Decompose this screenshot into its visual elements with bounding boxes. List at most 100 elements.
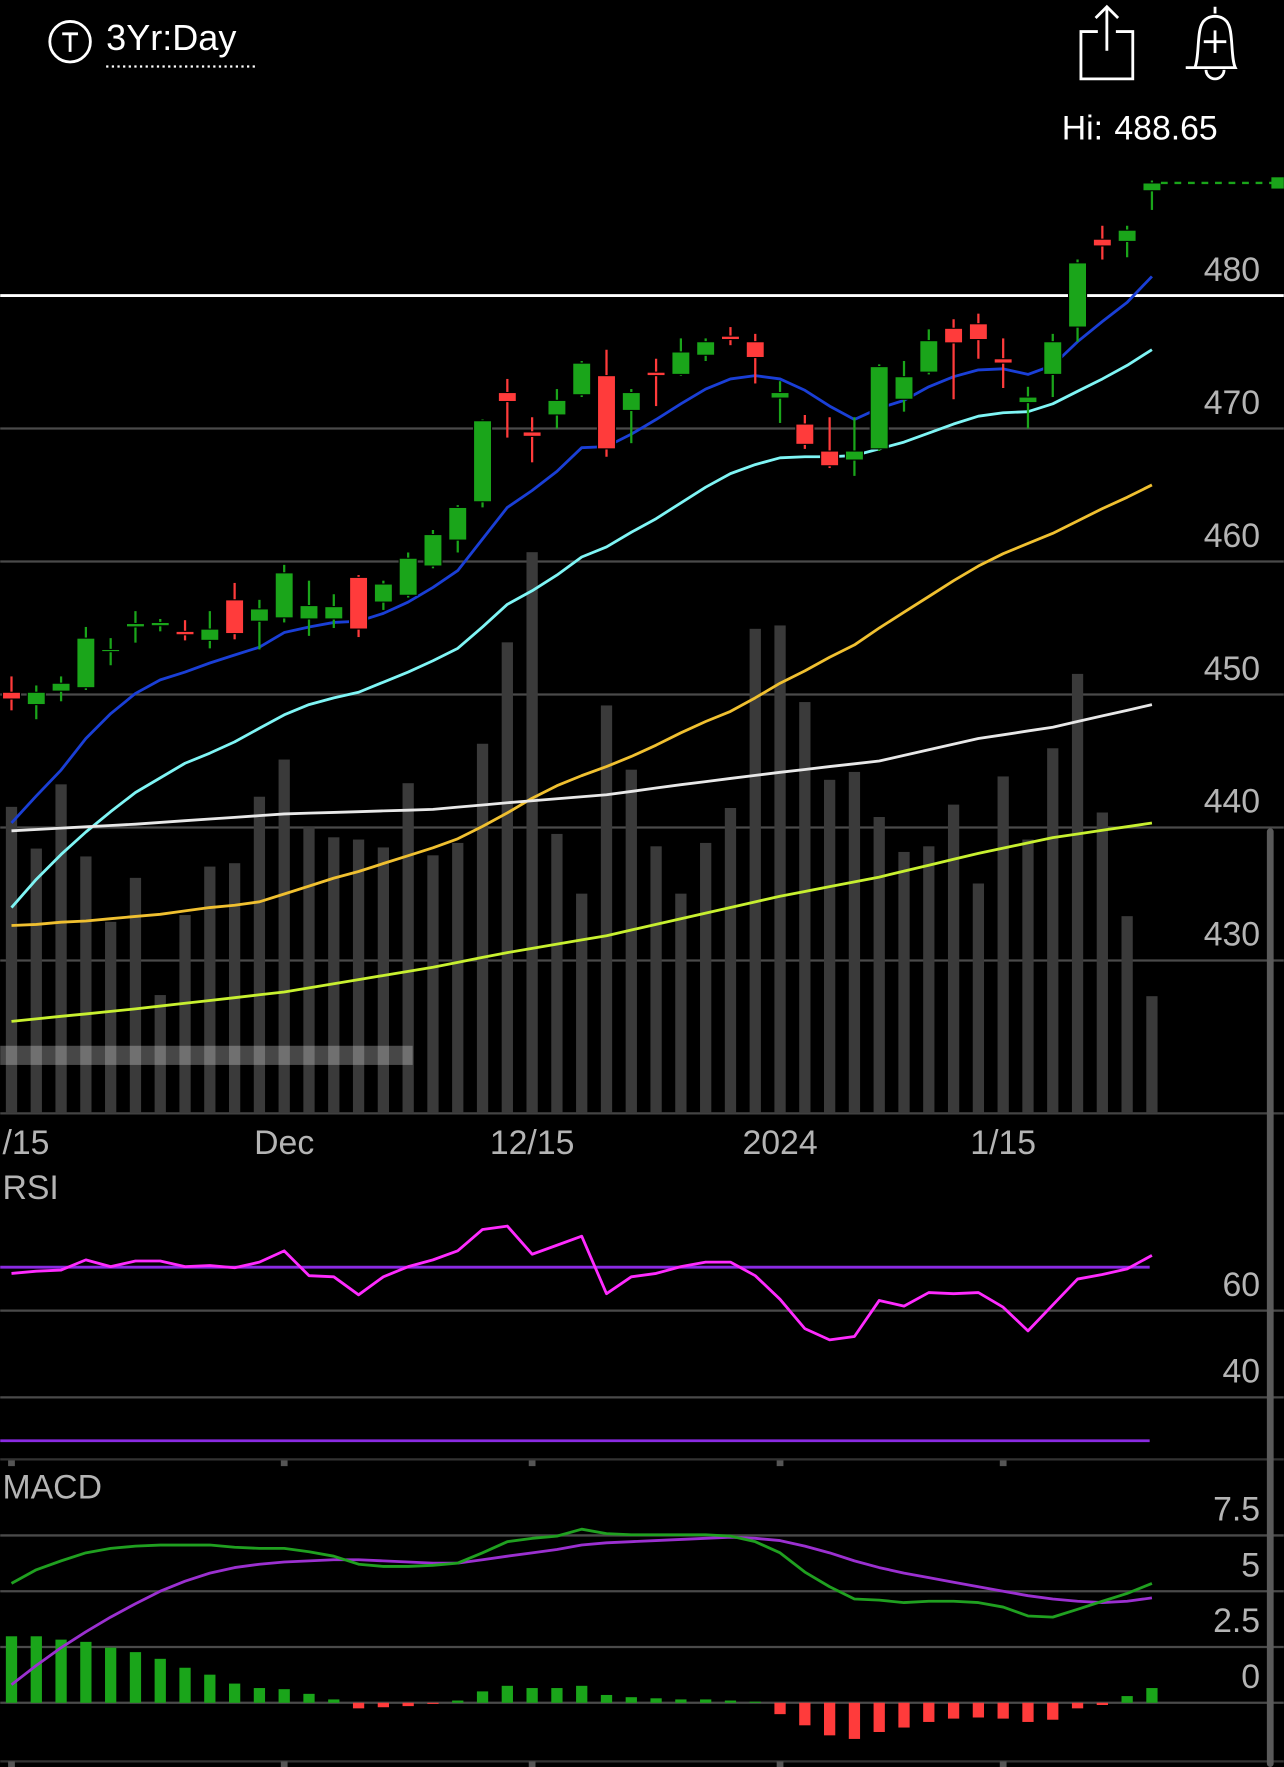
histogram-bar [105,1647,117,1703]
date-tick [8,1761,15,1767]
candle-body [299,604,319,620]
volume-bar [352,839,365,1114]
volume-bar [724,807,737,1114]
histogram-bar [402,1702,414,1707]
bell-plus [1203,30,1227,53]
date-tick [776,1460,784,1467]
volume-bar [402,783,414,1114]
volume-bar [5,806,18,1114]
histogram-bar [204,1674,216,1703]
y-tick-label: 470 [1204,384,1260,422]
candle-body [373,583,393,603]
volume-bar [1146,996,1158,1114]
candle-body [200,628,220,641]
y-tick-label: 2.5 [1213,1602,1260,1640]
histogram-bar [452,1700,464,1703]
volume-bar [204,866,216,1114]
x-tick-label: 12/15 [490,1124,575,1162]
volume-bar [1047,748,1059,1114]
share-button[interactable] [1079,4,1135,81]
symbol-button[interactable] [48,20,92,64]
histogram-bar [129,1652,142,1703]
volume-bar [1071,673,1084,1114]
high-label: Hi: 488.65 [1062,110,1218,148]
volume-bar [30,848,42,1114]
candle-body [1018,396,1038,404]
date-tick [280,1460,288,1467]
histogram-bar [551,1688,563,1703]
candle-body [1067,262,1088,328]
histogram-bar [898,1702,910,1728]
volume-bar [80,856,92,1114]
panel-title: MACD [2,1469,102,1507]
histogram-bar [576,1685,588,1703]
signal-line [10,1535,1153,1686]
volume-bar [476,743,489,1114]
histogram-bar [947,1702,960,1719]
date-tick [280,1761,288,1767]
volume-bar [551,833,563,1114]
candle-body [869,366,889,450]
volume-bar [947,804,960,1114]
histogram-bar [526,1688,538,1703]
high-value: 488.65 [1114,110,1217,148]
histogram-bar [80,1641,92,1703]
macd-line [10,1527,1153,1619]
candle-body [1,691,22,700]
volume-bar [625,769,637,1114]
overlay-band [0,1045,413,1065]
histogram-bar [1146,1688,1158,1703]
histogram-bar [228,1683,241,1703]
volume-bar [700,842,712,1114]
histogram-bar [179,1667,191,1703]
candle-body [51,682,71,692]
volume-bar [799,702,811,1114]
volume-bar [377,847,390,1114]
candle-body [150,621,170,627]
volume-bar [278,759,290,1114]
x-tick-label: Dec [254,1124,314,1162]
date-tick [999,1761,1007,1767]
histogram-bar [997,1702,1009,1719]
candle-body [26,691,46,706]
histogram-bar [328,1699,340,1703]
candle-body [101,648,121,653]
candle-body [76,637,96,689]
histogram-bar [30,1636,42,1703]
alert-button[interactable] [1185,6,1238,81]
candle-body [547,399,567,416]
y-tick-label: 5 [1241,1546,1260,1584]
date-tick [999,1460,1007,1467]
volume-bar [675,893,687,1114]
date-tick [776,1761,784,1767]
volume-bar [774,625,786,1114]
candle-body [225,599,245,635]
histogram-bar [303,1693,315,1703]
volume-bar [898,851,910,1114]
high-label-text: Hi: [1062,110,1103,148]
candle-body [349,576,369,630]
volume-bar [823,779,836,1114]
candle-body [497,391,517,403]
volume-bar [923,846,935,1114]
histogram-bar [799,1702,811,1726]
candle-body [844,450,865,461]
candle-body [919,340,939,373]
candle-body [175,630,195,636]
timeframe-selector[interactable]: 3Yr:Day [106,17,236,58]
volume-bar [228,863,241,1114]
candle-body [993,358,1013,364]
date-tick [528,1761,536,1767]
volume-bar [1121,916,1133,1114]
x-tick-label: 1/15 [970,1124,1036,1162]
histogram-bar [352,1702,365,1709]
candle-body [671,351,691,375]
volume-bar [576,893,588,1114]
symbol-icon-glyph [62,32,78,52]
candle-body [448,506,468,541]
histogram-bar [650,1698,662,1703]
volume-bar [972,883,985,1114]
volume-bar [997,776,1009,1114]
